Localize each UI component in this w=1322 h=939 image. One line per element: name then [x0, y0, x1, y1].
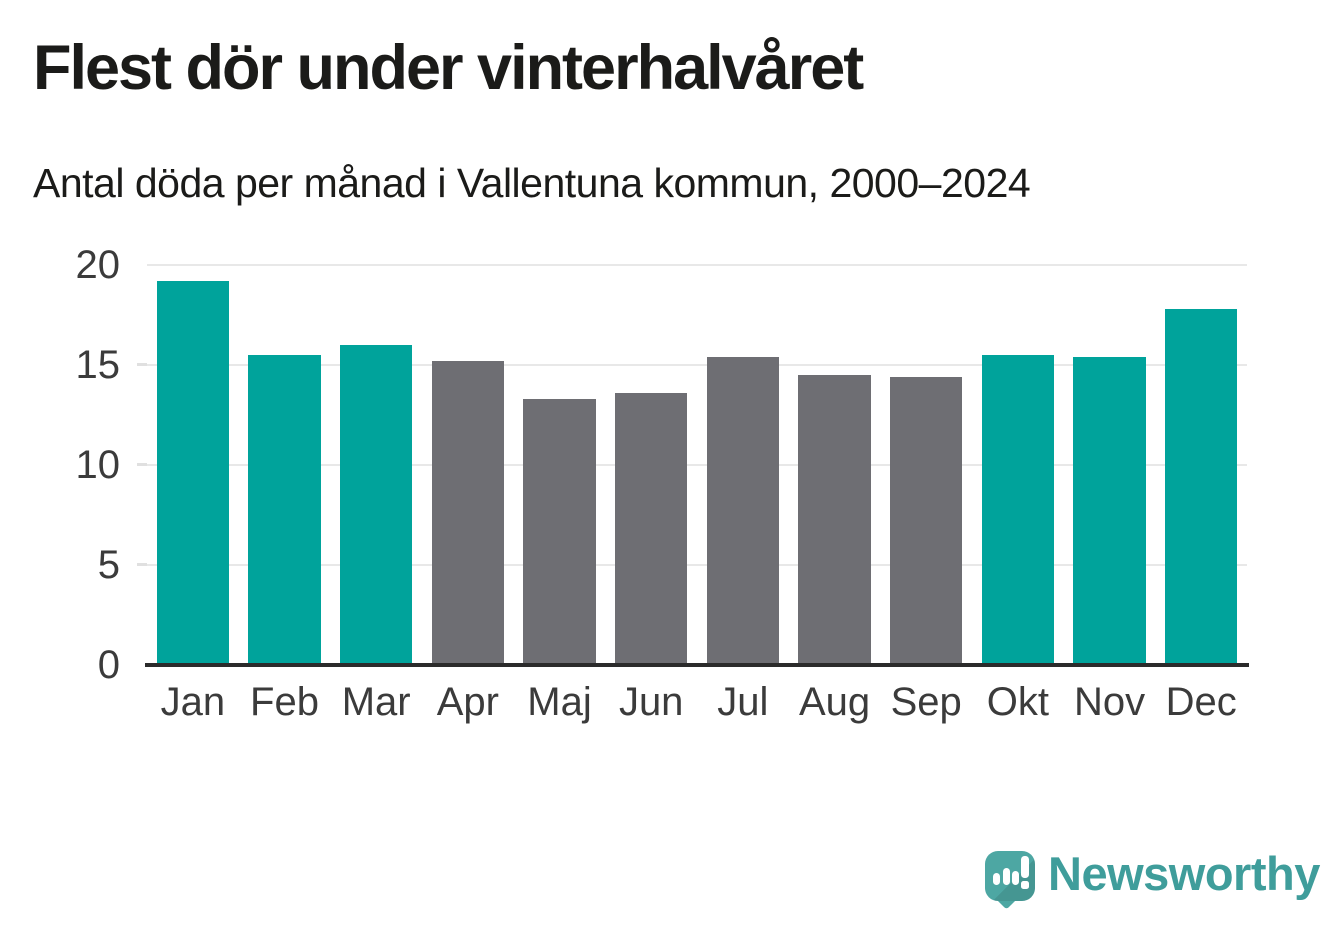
brand-name: Newsworthy [1048, 847, 1320, 900]
logo-bar-3 [1012, 871, 1019, 885]
bar-aug [798, 375, 871, 665]
x-label-nov: Nov [1073, 680, 1146, 724]
x-label-feb: Feb [250, 680, 319, 724]
speech-bubble [985, 851, 1035, 901]
x-label-maj: Maj [527, 680, 592, 724]
bar-column-okt [972, 265, 1064, 665]
x-label-okt: Okt [986, 680, 1049, 724]
x-label-mar: Mar [341, 680, 411, 724]
bar-nov [1073, 357, 1146, 665]
bar-jun [614, 393, 688, 665]
y-tick-label-5: 5 [97, 543, 120, 587]
logo-bar-2 [1002, 868, 1010, 885]
x-axis-line [145, 663, 1249, 667]
gridline-10 [147, 464, 1247, 466]
y-tick-mark-10 [137, 463, 147, 466]
y-tick-label-20: 20 [75, 243, 121, 287]
y-axis: 0 5 10 15 20 [0, 245, 121, 685]
bar-column-jun [605, 265, 697, 665]
bar-column-jan [147, 265, 239, 665]
bar-series [147, 265, 1247, 665]
logo-exclamation-stem [1021, 856, 1029, 878]
brand-footer: Newsworthy [985, 847, 1320, 911]
x-label-sep: Sep [890, 680, 962, 724]
chart-title: Flest dör under vinterhalvåret [33, 33, 864, 103]
bar-okt [981, 355, 1055, 665]
bar-apr [431, 361, 505, 665]
y-tick-label-10: 10 [75, 443, 121, 487]
bar-jan [156, 281, 230, 665]
bar-jul [706, 357, 780, 665]
bar-feb [248, 355, 321, 665]
gridline-5 [147, 564, 1247, 566]
bar-column-mar [330, 265, 422, 665]
bar-dec [1165, 309, 1238, 665]
bar-column-jul [697, 265, 789, 665]
x-label-jul: Jul [717, 680, 769, 724]
bar-column-dec [1155, 265, 1247, 665]
x-label-jun: Jun [618, 680, 684, 724]
x-label-aug: Aug [798, 680, 871, 724]
logo-exclamation-dot [1021, 881, 1029, 889]
y-tick-mark-5 [137, 563, 147, 566]
x-label-apr: Apr [436, 680, 499, 724]
logo-bar-1 [993, 873, 1000, 885]
bar-maj [523, 399, 596, 665]
y-tick-label-0: 0 [97, 643, 120, 687]
gridline-20 [147, 264, 1247, 266]
bar-column-maj [514, 265, 606, 665]
x-label-dec: Dec [1165, 680, 1237, 724]
bar-column-nov [1064, 265, 1156, 665]
bar-column-aug [789, 265, 881, 665]
x-label-jan: Jan [160, 680, 226, 724]
y-tick-label-15: 15 [75, 343, 121, 387]
newsworthy-logo-icon [985, 849, 1035, 911]
y-tick-mark-15 [137, 363, 147, 366]
bar-sep [890, 377, 963, 665]
chart-subtitle: Antal döda per månad i Vallentuna kommun… [33, 160, 1031, 206]
x-axis-labels: Jan Feb Mar Apr Maj Jun Jul Aug Sep Okt Nov Dec [147, 676, 1247, 728]
bar-column-feb [239, 265, 331, 665]
gridline-15 [147, 364, 1247, 366]
bar-mar [339, 345, 413, 665]
bar-column-apr [422, 265, 514, 665]
bar-column-sep [880, 265, 972, 665]
plot-area [137, 264, 1249, 667]
